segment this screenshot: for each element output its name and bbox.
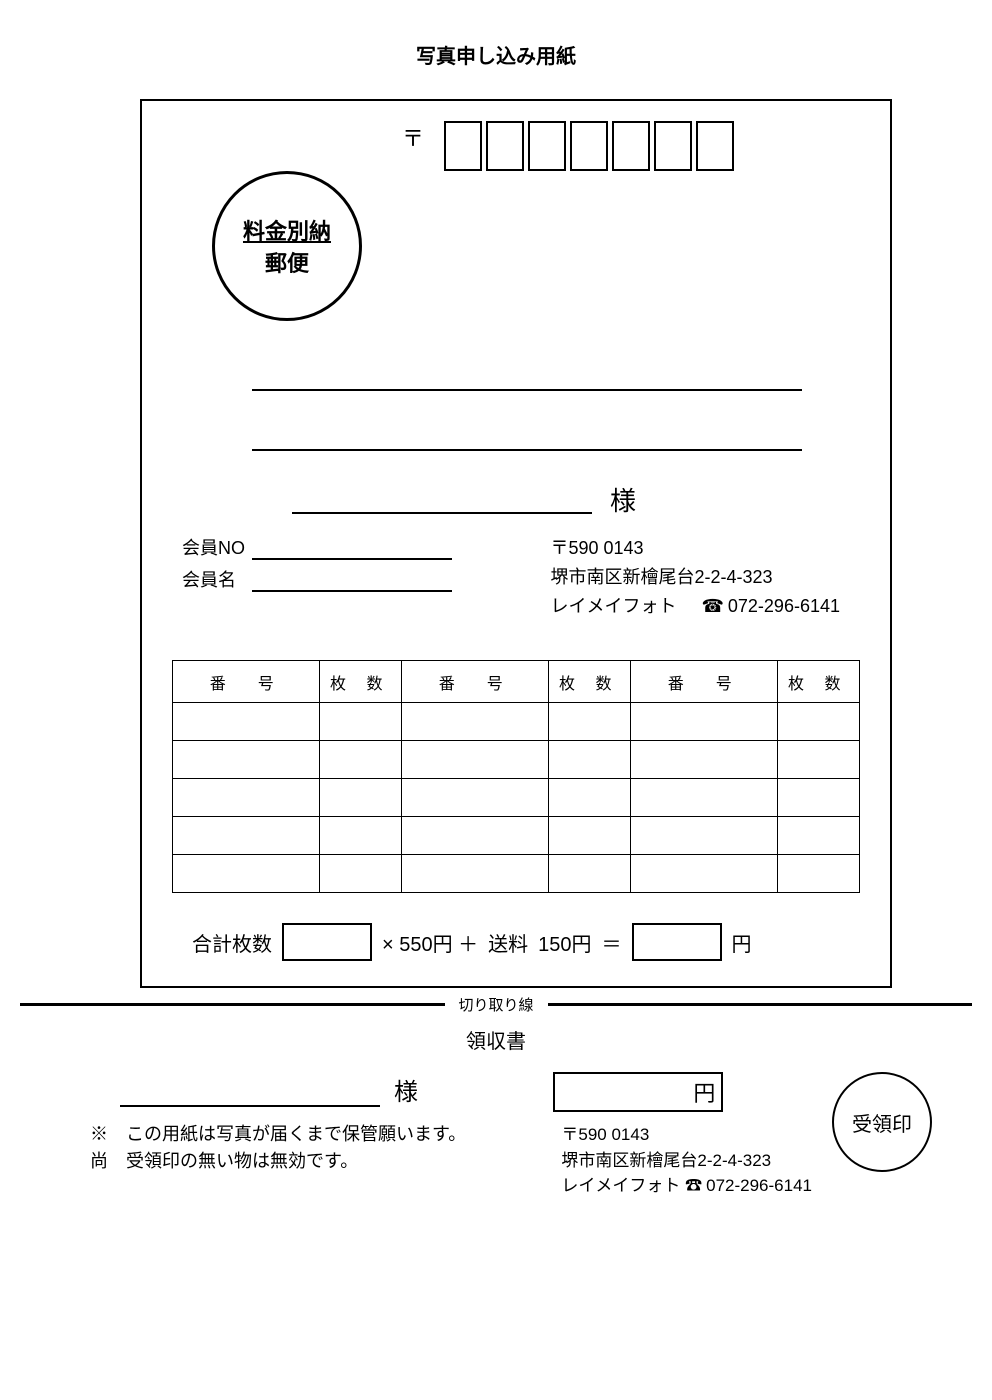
cell-num[interactable] bbox=[173, 741, 320, 779]
postal-digit[interactable] bbox=[486, 121, 524, 171]
postal-digit[interactable] bbox=[528, 121, 566, 171]
receipt-honorific: 様 bbox=[394, 1072, 418, 1107]
address-line-2[interactable] bbox=[252, 421, 802, 451]
cell-qty[interactable] bbox=[319, 817, 401, 855]
sender-address: 堺市南区新檜尾台2-2-4-323 bbox=[550, 563, 840, 592]
cell-num[interactable] bbox=[401, 779, 548, 817]
th-number: 番 号 bbox=[173, 661, 320, 703]
cell-num[interactable] bbox=[630, 855, 777, 893]
member-fields: 会員NO 会員名 bbox=[182, 534, 452, 620]
total-qty-box[interactable] bbox=[282, 923, 372, 961]
cell-num[interactable] bbox=[401, 855, 548, 893]
cell-qty[interactable] bbox=[777, 855, 859, 893]
receipt-sender-postal: 〒590 0143 bbox=[561, 1122, 812, 1148]
cell-num[interactable] bbox=[401, 703, 548, 741]
recipient-name-input[interactable] bbox=[292, 484, 592, 514]
cell-num[interactable] bbox=[173, 779, 320, 817]
stamp-line2: 郵便 bbox=[265, 246, 309, 278]
receipt-yen: 円 bbox=[693, 1076, 715, 1108]
address-lines bbox=[252, 361, 860, 451]
cell-qty[interactable] bbox=[777, 741, 859, 779]
cell-qty[interactable] bbox=[777, 703, 859, 741]
ship-label: 送料 bbox=[488, 928, 528, 957]
th-number: 番 号 bbox=[630, 661, 777, 703]
seal-label: 受領印 bbox=[852, 1108, 912, 1137]
cell-num[interactable] bbox=[401, 817, 548, 855]
cell-qty[interactable] bbox=[548, 703, 630, 741]
order-table: 番 号 枚 数 番 号 枚 数 番 号 枚 数 bbox=[172, 660, 860, 893]
cell-qty[interactable] bbox=[319, 855, 401, 893]
cell-qty[interactable] bbox=[777, 817, 859, 855]
th-qty: 枚 数 bbox=[319, 661, 401, 703]
page-title: 写真申し込み用紙 bbox=[20, 40, 972, 69]
receipt-name-input[interactable] bbox=[120, 1077, 380, 1107]
member-name-input[interactable] bbox=[252, 568, 452, 592]
postal-code-boxes[interactable] bbox=[444, 121, 734, 171]
th-qty: 枚 数 bbox=[548, 661, 630, 703]
address-line-1[interactable] bbox=[252, 361, 802, 391]
postal-digit[interactable] bbox=[612, 121, 650, 171]
postal-digit[interactable] bbox=[570, 121, 608, 171]
cell-qty[interactable] bbox=[548, 817, 630, 855]
sender-postal: 〒590 0143 bbox=[550, 534, 840, 563]
cell-num[interactable] bbox=[173, 817, 320, 855]
receipt-seal-circle: 受領印 bbox=[832, 1072, 932, 1172]
sender-info: 〒590 0143 堺市南区新檜尾台2-2-4-323 レイメイフォト 072-… bbox=[550, 534, 840, 620]
cell-num[interactable] bbox=[630, 741, 777, 779]
receipt-section: 様 ※ この用紙は写真が届くまで保管願います。 尚 受領印の無い物は無効です。 … bbox=[60, 1072, 932, 1199]
cell-num[interactable] bbox=[173, 703, 320, 741]
cell-num[interactable] bbox=[630, 779, 777, 817]
cut-line-label: 切り取り線 bbox=[445, 994, 548, 1015]
sender-tel: 072-296-6141 bbox=[728, 596, 840, 616]
cell-qty[interactable] bbox=[319, 741, 401, 779]
cell-num[interactable] bbox=[173, 855, 320, 893]
postage-stamp-circle: 料金別納 郵便 bbox=[212, 171, 362, 321]
note-line-2: 尚 受領印の無い物は無効です。 bbox=[90, 1148, 533, 1175]
postal-digit[interactable] bbox=[696, 121, 734, 171]
phone-icon: 072-296-6141 bbox=[701, 592, 840, 621]
member-no-input[interactable] bbox=[252, 536, 452, 560]
cell-num[interactable] bbox=[630, 703, 777, 741]
cell-num[interactable] bbox=[630, 817, 777, 855]
th-qty: 枚 数 bbox=[777, 661, 859, 703]
cell-qty[interactable] bbox=[777, 779, 859, 817]
stamp-line1: 料金別納 bbox=[243, 214, 331, 246]
unit-price: × 550円 ＋ bbox=[382, 928, 478, 957]
receipt-sender-address: 堺市南区新檜尾台2-2-4-323 bbox=[561, 1148, 812, 1174]
cell-qty[interactable] bbox=[548, 779, 630, 817]
cell-qty[interactable] bbox=[319, 779, 401, 817]
receipt-sender-tel: 072-296-6141 bbox=[706, 1176, 812, 1195]
total-row: 合計枚数 × 550円 ＋ 送料 150円 ＝ 円 bbox=[192, 923, 860, 961]
receipt-sender: 〒590 0143 堺市南区新檜尾台2-2-4-323 レイメイフォト 072-… bbox=[561, 1122, 812, 1199]
phone-icon: 072-296-6141 bbox=[685, 1176, 812, 1195]
member-name-label: 会員名 bbox=[182, 566, 252, 592]
equals: ＝ bbox=[602, 928, 622, 957]
sender-name: レイメイフォト bbox=[550, 596, 676, 616]
total-amount-box[interactable] bbox=[632, 923, 722, 961]
application-form: 料金別納 郵便 〒 様 会員NO 会員名 bbox=[140, 99, 892, 988]
cell-qty[interactable] bbox=[319, 703, 401, 741]
ship-price: 150円 bbox=[538, 928, 591, 957]
recipient-name-row: 様 bbox=[292, 481, 860, 514]
honorific: 様 bbox=[610, 481, 636, 518]
member-no-label: 会員NO bbox=[182, 534, 252, 560]
postal-digit[interactable] bbox=[654, 121, 692, 171]
cut-line: 切り取り線 bbox=[20, 994, 972, 1015]
postal-digit[interactable] bbox=[444, 121, 482, 171]
cell-qty[interactable] bbox=[548, 855, 630, 893]
th-number: 番 号 bbox=[401, 661, 548, 703]
yen-label: 円 bbox=[732, 928, 752, 957]
note-line-1: ※ この用紙は写真が届くまで保管願います。 bbox=[90, 1121, 533, 1148]
cell-qty[interactable] bbox=[548, 741, 630, 779]
postal-mark-icon: 〒 bbox=[402, 121, 424, 153]
receipt-title: 領収書 bbox=[20, 1025, 972, 1054]
receipt-sender-name: レイメイフォト bbox=[561, 1176, 680, 1195]
total-label: 合計枚数 bbox=[192, 928, 272, 957]
notes: ※ この用紙は写真が届くまで保管願います。 尚 受領印の無い物は無効です。 bbox=[90, 1121, 533, 1175]
cell-num[interactable] bbox=[401, 741, 548, 779]
